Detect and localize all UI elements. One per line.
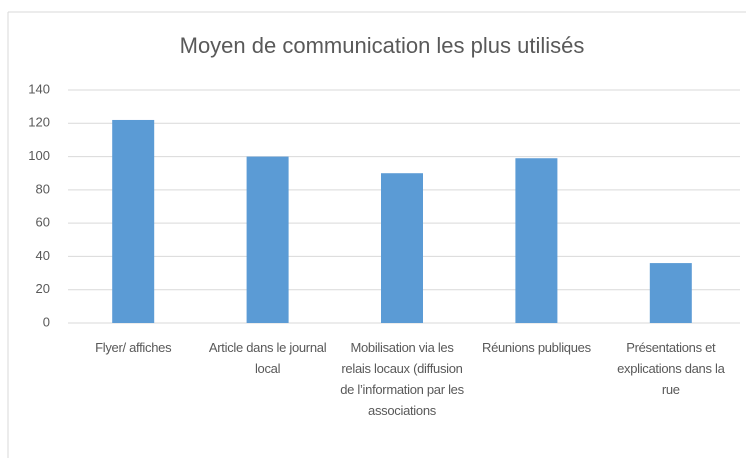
x-tick-label: Mobilisation via les relais locaux (diff…: [340, 340, 464, 418]
bar: [381, 173, 423, 323]
y-tick-label: 60: [36, 215, 50, 230]
bar: [246, 156, 289, 323]
y-tick-label: 100: [28, 148, 50, 163]
chart-title: Moyen de communication les plus utilisés: [180, 33, 585, 58]
bar: [515, 158, 558, 323]
y-tick-label: 140: [28, 81, 50, 96]
y-tick-label: 40: [36, 248, 50, 263]
bar: [649, 263, 692, 323]
x-tick-label: Réunions publiques: [481, 340, 591, 355]
y-tick-label: 0: [43, 314, 50, 329]
x-tick-label: Flyer/ affiches: [95, 340, 172, 355]
y-tick-label: 120: [28, 115, 50, 130]
bar: [112, 119, 155, 323]
x-tick-label: Présentations et explications dans la ru…: [617, 340, 725, 397]
y-tick-label: 20: [36, 281, 50, 296]
y-tick-label: 80: [36, 181, 50, 196]
x-tick-label: Article dans le journal local: [208, 340, 327, 376]
